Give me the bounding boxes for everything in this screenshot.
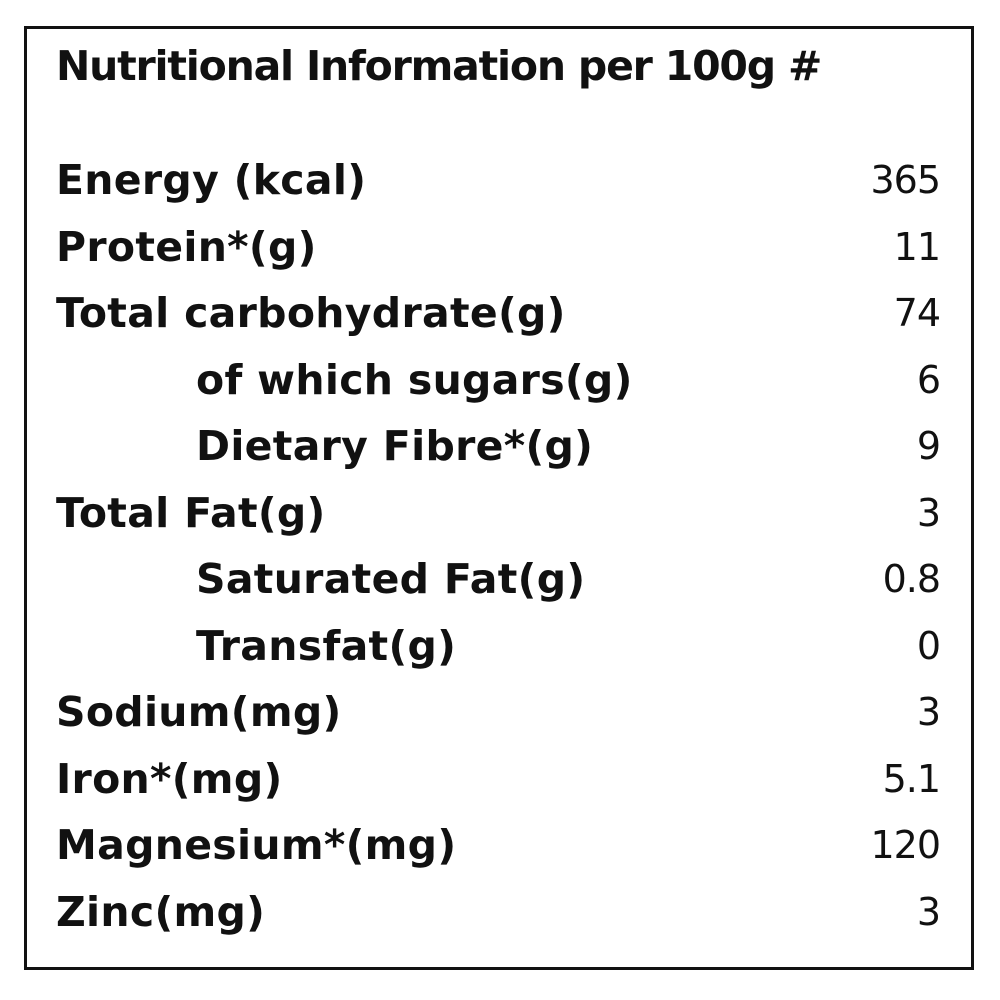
- row-value: 120: [870, 823, 941, 867]
- row-total-fat: Total Fat(g) 3: [0, 481, 1000, 548]
- nutrition-panel: [24, 26, 974, 970]
- row-sugars: of which sugars(g) 6: [0, 348, 1000, 415]
- row-label: Protein*(g): [56, 222, 317, 271]
- row-zinc: Zinc(mg) 3: [0, 880, 1000, 947]
- row-value: 3: [916, 690, 941, 734]
- row-value: 9: [916, 424, 941, 468]
- row-label: Dietary Fibre*(g): [196, 422, 594, 470]
- nutrition-title: Nutritional Information per 100g #: [56, 42, 822, 90]
- row-label: Energy (kcal): [56, 156, 367, 204]
- row-value: 365: [870, 158, 941, 202]
- row-label: Magnesium*(mg): [56, 821, 457, 869]
- row-total-carbohydrate: Total carbohydrate(g) 74: [0, 281, 1000, 348]
- row-label: Transfat(g): [196, 621, 457, 670]
- row-dietary-fibre: Dietary Fibre*(g) 9: [0, 414, 1000, 481]
- row-value: 3: [916, 889, 941, 934]
- row-saturated-fat: Saturated Fat(g) 0.8: [0, 547, 1000, 614]
- row-magnesium: Magnesium*(mg) 120: [0, 813, 1000, 880]
- row-energy: Energy (kcal) 365: [0, 148, 1000, 215]
- row-value: 74: [893, 291, 941, 335]
- row-value: 0.8: [882, 557, 941, 601]
- row-transfat: Transfat(g) 0: [0, 614, 1000, 681]
- row-value: 6: [916, 357, 941, 402]
- row-sodium: Sodium(mg) 3: [0, 680, 1000, 747]
- row-value: 5.1: [882, 756, 941, 801]
- row-label: Zinc(mg): [56, 887, 266, 936]
- row-label: Sodium(mg): [56, 688, 342, 736]
- row-label: of which sugars(g): [196, 355, 633, 404]
- row-iron: Iron*(mg) 5.1: [0, 747, 1000, 814]
- row-label: Total carbohydrate(g): [56, 289, 566, 337]
- row-value: 11: [893, 224, 941, 269]
- nutrition-table: Energy (kcal) 365 Protein*(g) 11 Total c…: [0, 148, 1000, 946]
- row-label: Iron*(mg): [56, 754, 283, 803]
- row-value: 0: [916, 623, 941, 668]
- row-label: Total Fat(g): [56, 488, 326, 537]
- row-protein: Protein*(g) 11: [0, 215, 1000, 282]
- row-label: Saturated Fat(g): [196, 555, 586, 603]
- row-value: 3: [916, 490, 941, 535]
